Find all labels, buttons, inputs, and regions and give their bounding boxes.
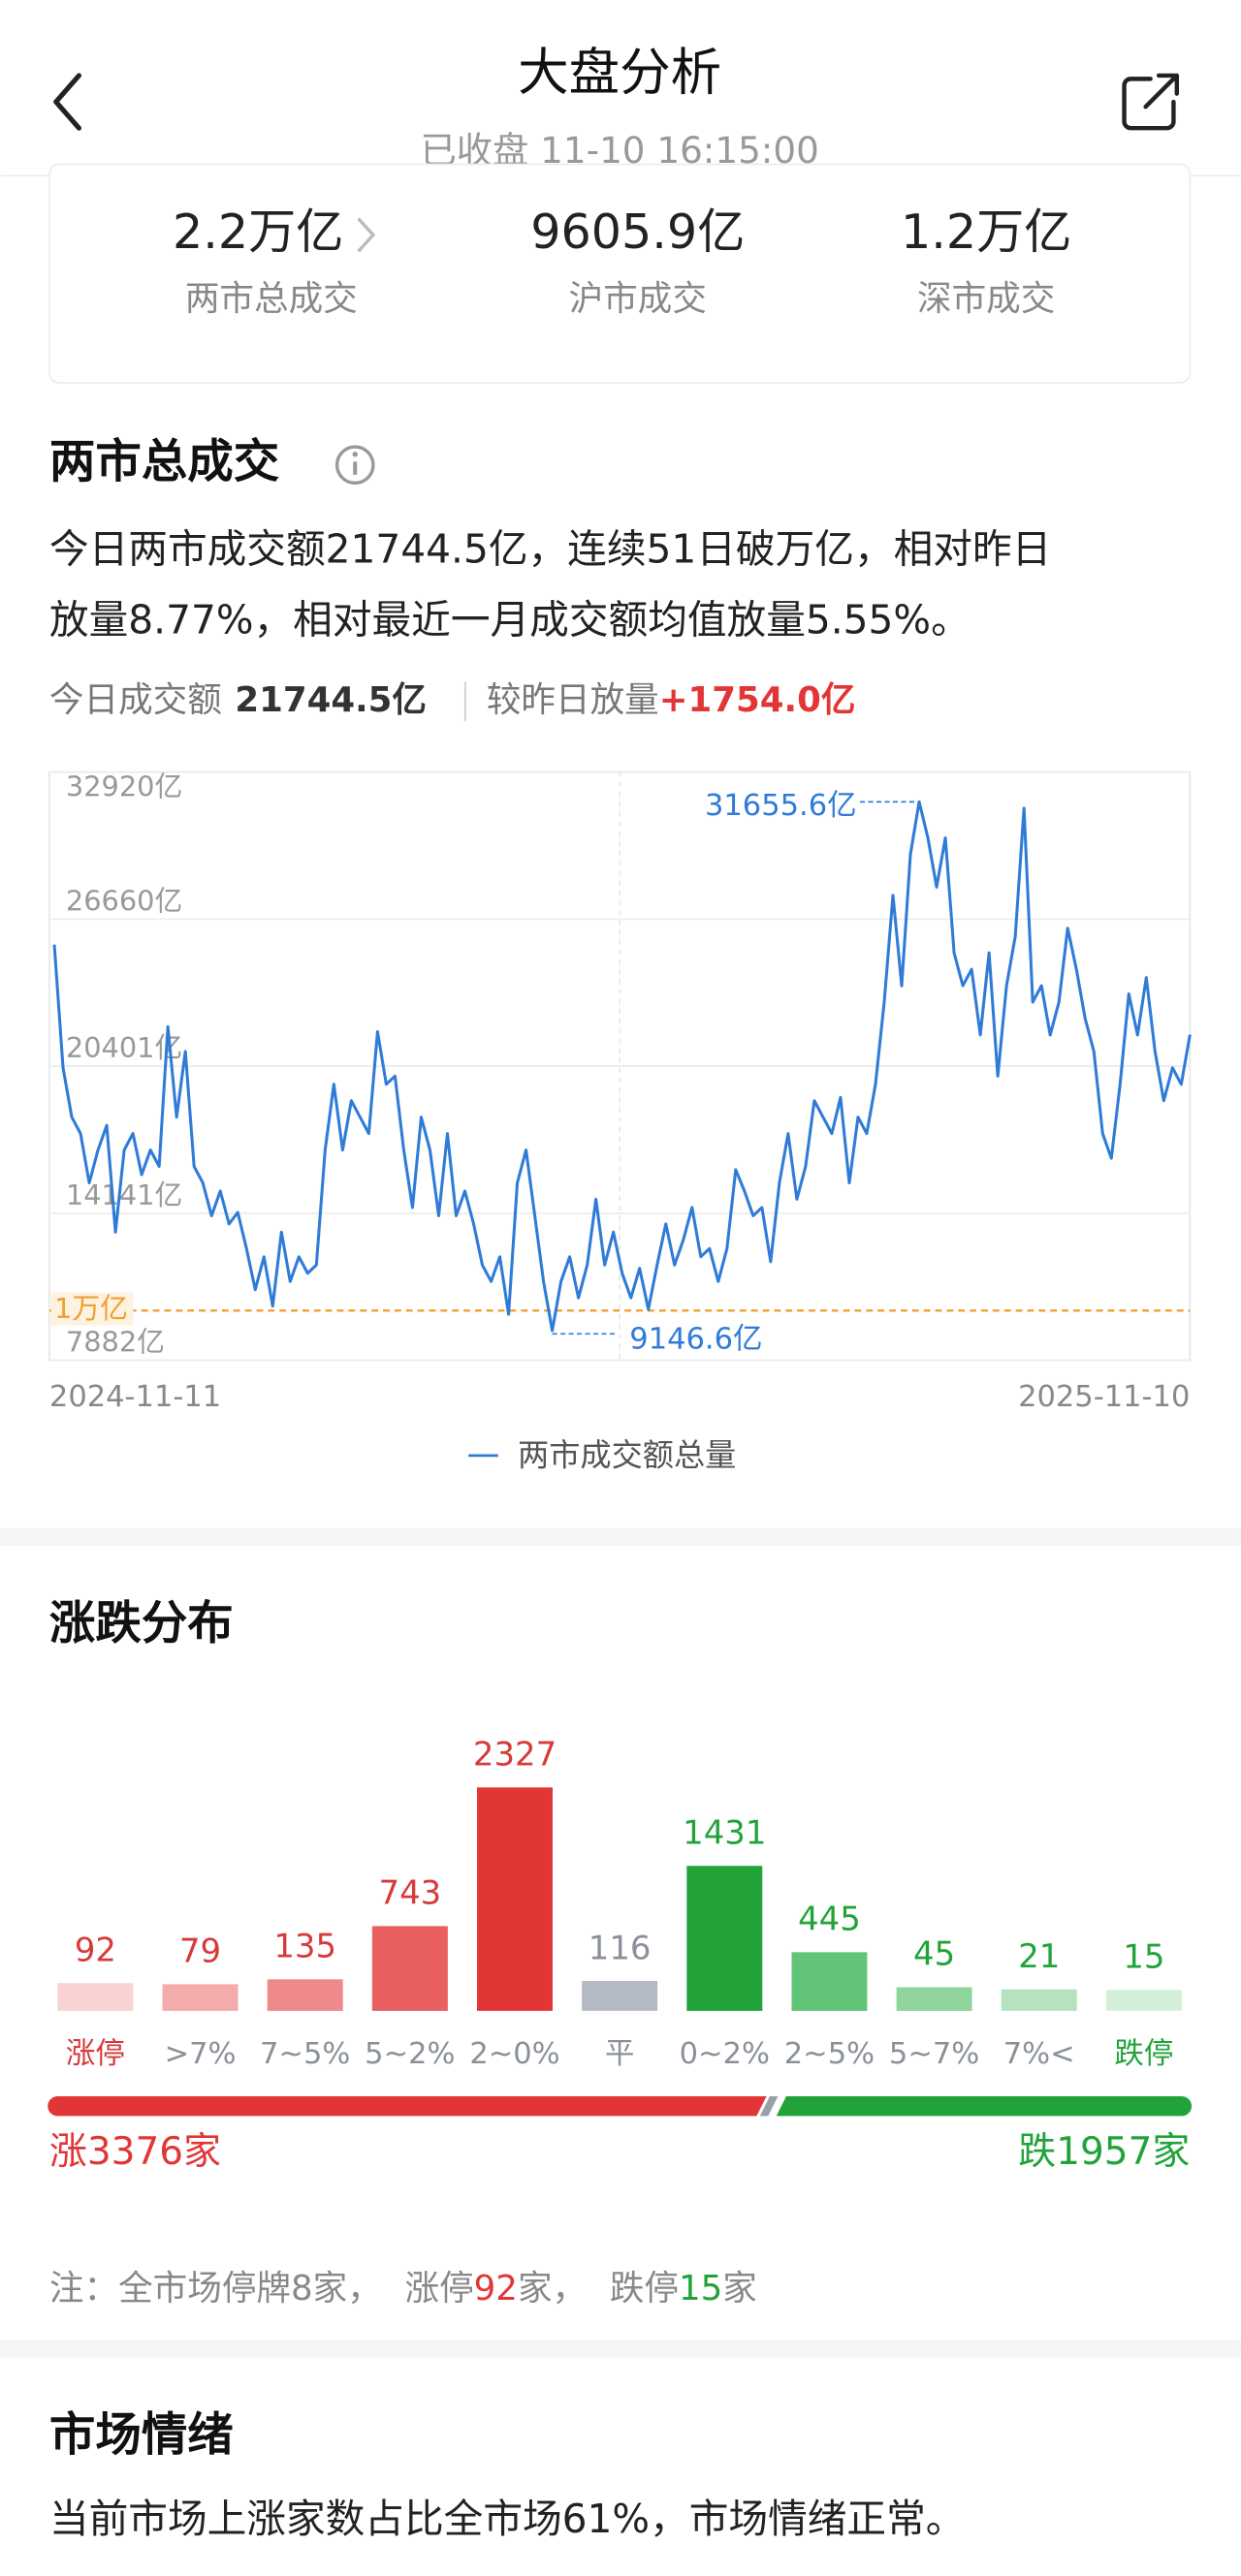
section-gap <box>0 1527 1241 1547</box>
legend-label: 两市成交额总量 <box>518 1437 736 1474</box>
bar-value-label: 45 <box>913 1935 955 1973</box>
bar <box>1001 1989 1077 2011</box>
bar-value-label: 92 <box>75 1932 116 1969</box>
bar-value-label: 135 <box>273 1928 336 1965</box>
x-tick-label: 跌停 <box>1114 2037 1173 2071</box>
y-tick-label: 20401亿 <box>66 1031 182 1064</box>
note-text: 家， <box>518 2269 587 2309</box>
bar <box>791 1952 868 2011</box>
x-tick-label: 5~2% <box>365 2037 455 2071</box>
x-tick-label: >7% <box>165 2037 237 2071</box>
section-title: 市场情绪 <box>49 2409 234 2463</box>
line-chart: 7882亿 14141亿 20401亿 26660亿 32920亿 1万亿 31655.6亿… <box>48 770 1192 1474</box>
summary-card <box>48 163 1192 384</box>
reference-label-bg <box>50 1292 134 1326</box>
today-value: 21744.5亿 <box>235 680 427 720</box>
max-label: 31655.6亿 <box>705 789 857 823</box>
share-icon <box>1122 77 1176 131</box>
bar <box>686 1866 763 2011</box>
note-text: 涨停 <box>405 2269 474 2309</box>
x-tick-label: 2024-11-11 <box>49 1380 221 1414</box>
sentiment-text: 当前市场上涨家数占比全市场61%，市场情绪正常。 <box>49 2496 966 2542</box>
reference-label: 1万亿 <box>54 1292 128 1325</box>
info-icon[interactable] <box>334 445 375 486</box>
bar <box>582 1981 658 2011</box>
bar <box>896 1987 972 2011</box>
page-title: 大盘分析 <box>518 44 721 103</box>
y-tick-label: 26660亿 <box>66 884 182 917</box>
bar-value-label: 2327 <box>473 1736 557 1774</box>
summary-label: 沪市成交 <box>569 279 707 319</box>
note: 注：全市场停牌8家， 涨停92家， 跌停15家 <box>49 2269 757 2309</box>
down-bar <box>776 2096 1193 2117</box>
x-tick-label: 平 <box>605 2037 635 2071</box>
back-button[interactable] <box>53 73 81 131</box>
x-tick-label: 5~7% <box>889 2037 979 2071</box>
x-tick-label: 7~5% <box>260 2037 350 2071</box>
description: 今日两市成交额21744.5亿，连续51日破万亿，相对昨日 <box>49 526 1051 573</box>
min-label: 9146.6亿 <box>629 1323 762 1357</box>
change-line: 较昨日放量+1754.0亿 <box>487 680 856 720</box>
summary-label: 两市总成交 <box>185 279 358 319</box>
down-label: 跌1957家 <box>1018 2130 1190 2174</box>
bar <box>267 1979 343 2011</box>
bar <box>1105 1990 1182 2011</box>
up-bar <box>48 2096 767 2117</box>
bar-value-label: 15 <box>1123 1937 1164 1975</box>
section-title: 涨跌分布 <box>49 1597 234 1650</box>
share-arrow <box>1143 73 1180 110</box>
x-tick-label: 2025-11-10 <box>1018 1380 1190 1414</box>
note-text: 注：全市场停牌8家， <box>49 2269 382 2309</box>
summary-value: 9605.9亿 <box>530 204 745 260</box>
bar-value-label: 116 <box>589 1929 652 1966</box>
note-text: 跌停 <box>610 2269 679 2309</box>
today-line: 今日成交额 21744.5亿 <box>49 680 427 720</box>
y-tick-label: 7882亿 <box>66 1326 165 1359</box>
note-number: 92 <box>474 2269 518 2309</box>
section-gap <box>0 2339 1241 2358</box>
up-label: 涨3376家 <box>49 2130 221 2174</box>
description: 放量8.77%，相对最近一月成交额均值放量5.55%。 <box>49 596 971 643</box>
info-dot <box>352 451 358 457</box>
x-tick-label: 0~2% <box>680 2037 770 2071</box>
note-text: 家 <box>722 2269 757 2309</box>
summary-value: 2.2万亿 <box>173 204 343 260</box>
bar-value-label: 79 <box>179 1932 221 1970</box>
bar-chart: 92 涨停 79 >7% 135 7~5% 743 5~2% 2327 2~0% 116 平 1431 0… <box>48 1736 1193 2174</box>
x-tick-label: 2~5% <box>784 2037 875 2071</box>
change-value: +1754.0亿 <box>659 680 856 720</box>
bar-value-label: 445 <box>798 1901 861 1938</box>
change-label: 较昨日放量 <box>487 680 659 720</box>
summary-label: 深市成交 <box>917 279 1055 319</box>
summary-value: 1.2万亿 <box>901 204 1071 260</box>
turnover-line <box>52 800 1192 1333</box>
flat-slash <box>759 2096 779 2117</box>
bar-value-label: 1431 <box>683 1814 766 1852</box>
bar <box>162 1984 239 2011</box>
y-tick-label: 14141亿 <box>66 1178 182 1211</box>
bar-value-label: 21 <box>1018 1937 1060 1975</box>
bar-value-label: 743 <box>379 1874 442 1912</box>
bar <box>371 1926 448 2011</box>
summary-chevron[interactable] <box>357 217 376 253</box>
note-number: 15 <box>679 2269 722 2309</box>
x-tick-label: 涨停 <box>66 2037 125 2071</box>
share-button[interactable] <box>1122 73 1180 131</box>
bar <box>57 1983 134 2011</box>
today-label: 今日成交额 <box>49 680 222 720</box>
section-title: 两市总成交 <box>49 436 279 489</box>
info-circle <box>334 445 375 486</box>
x-tick-label: 7%< <box>1003 2037 1075 2071</box>
bar <box>477 1787 553 2011</box>
y-tick-label: 32920亿 <box>66 770 182 803</box>
x-tick-label: 2~0% <box>469 2037 559 2071</box>
